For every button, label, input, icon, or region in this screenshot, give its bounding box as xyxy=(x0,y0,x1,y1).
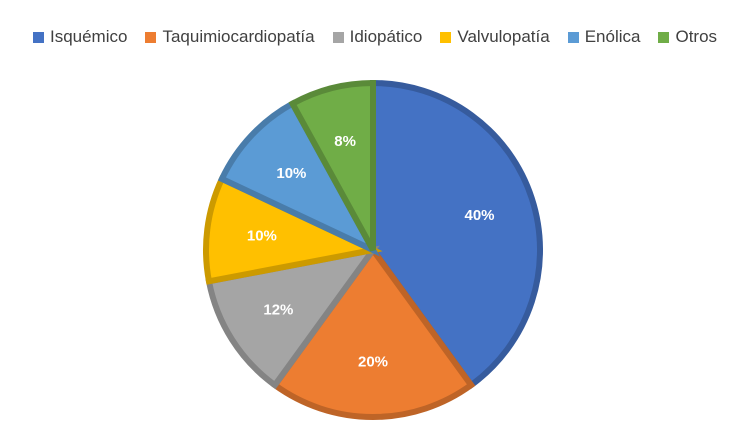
pie-slice xyxy=(270,244,476,421)
legend-label: Idiopático xyxy=(349,27,423,46)
legend-label: Enólica xyxy=(584,27,641,46)
legend-item: Valvulopatía xyxy=(440,27,550,47)
legend-swatch xyxy=(567,31,579,43)
legend-label: Otros xyxy=(675,27,718,46)
legend-label: Taquimiocardiopatía xyxy=(162,27,315,46)
pie-slice xyxy=(203,174,383,285)
legend-label: Isquémico xyxy=(49,27,128,46)
legend-swatch xyxy=(145,31,157,43)
data-label: 12% xyxy=(263,302,293,319)
legend-swatch xyxy=(332,31,344,43)
data-label: 40% xyxy=(464,207,494,224)
legend-swatch xyxy=(440,31,452,43)
legend: Isquémico Taquimiocardiopatía Idiopático Va… xyxy=(0,27,750,47)
data-label: 10% xyxy=(276,165,306,182)
legend-swatch xyxy=(32,31,44,43)
pie-slice xyxy=(370,79,543,390)
pie-slice xyxy=(205,245,380,390)
data-label: 10% xyxy=(247,228,277,245)
data-label: 20% xyxy=(358,354,388,371)
legend-item: Enólica xyxy=(567,27,641,47)
legend-label: Valvulopatía xyxy=(457,27,550,46)
legend-item: Otros xyxy=(658,27,717,47)
legend-swatch xyxy=(658,31,670,43)
pie-slice xyxy=(217,99,381,257)
pie-slice xyxy=(288,79,376,252)
legend-item: Idiopático xyxy=(332,27,423,47)
legend-item: Isquémico xyxy=(32,27,128,47)
legend-item: Taquimiocardiopatía xyxy=(145,27,315,47)
data-label: 8% xyxy=(334,133,356,150)
